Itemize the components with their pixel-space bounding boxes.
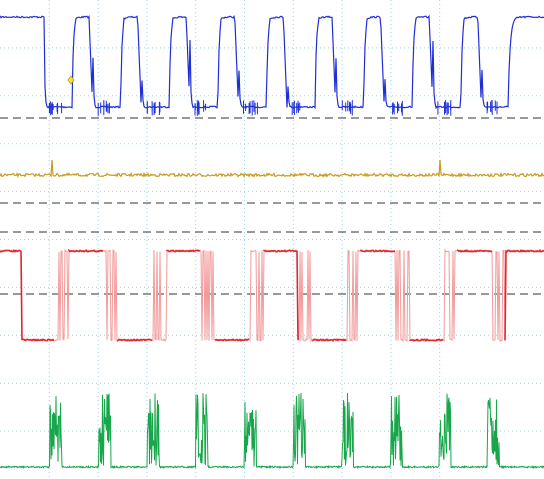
blue-glitch [243,100,258,116]
trigger-marker [67,75,75,85]
yellow-trace [0,159,544,179]
blue-glitch [341,100,353,116]
red-trace [0,248,544,343]
blue-glitch [392,101,403,116]
waveforms [0,14,544,470]
blue-glitch [194,100,207,116]
green-trace [0,392,544,470]
blue-glitch [48,101,63,116]
blue-glitch [291,100,301,115]
blue-glitch [486,100,498,115]
blue-glitch [146,101,161,116]
blue-trace [0,14,544,110]
blue-glitch [437,100,452,116]
blue-glitch [97,100,110,116]
